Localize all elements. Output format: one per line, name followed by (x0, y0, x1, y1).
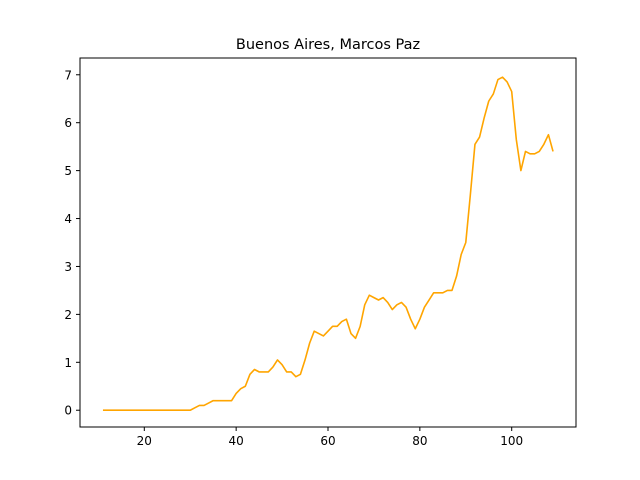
y-tick-label: 6 (64, 116, 72, 130)
y-tick-label: 0 (64, 404, 72, 418)
y-tick-label: 1 (64, 356, 72, 370)
y-tick-label: 7 (64, 68, 72, 82)
chart-title: Buenos Aires, Marcos Paz (236, 37, 420, 53)
y-tick-label: 3 (64, 260, 72, 274)
y-tick-label: 2 (64, 308, 72, 322)
y-tick-label: 4 (64, 212, 72, 226)
x-tick-label: 80 (412, 434, 427, 448)
plot-frame (79, 57, 577, 428)
y-tick-label: 5 (64, 164, 72, 178)
x-tick-label: 60 (320, 434, 335, 448)
x-tick-label: 20 (137, 434, 152, 448)
x-tick-label: 40 (229, 434, 244, 448)
series-line (102, 76, 554, 412)
x-axis: 20 40 60 80 100 (137, 427, 523, 448)
x-tick-label: 100 (500, 434, 523, 448)
y-axis: 0 1 2 3 4 5 6 7 (64, 68, 80, 418)
plot-area (102, 76, 554, 412)
